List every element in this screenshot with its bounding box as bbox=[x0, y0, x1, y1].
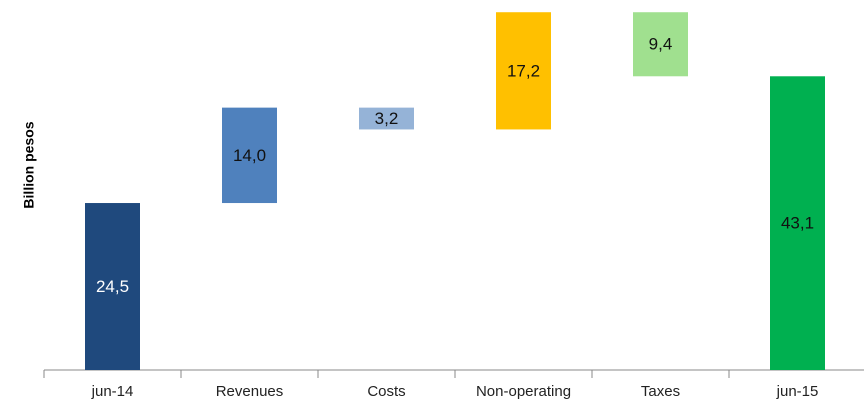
x-tick-label: jun-14 bbox=[91, 383, 134, 400]
value-label: 3,2 bbox=[375, 109, 399, 128]
bar bbox=[770, 76, 825, 370]
x-tick-label: jun-15 bbox=[776, 383, 819, 400]
value-label: 9,4 bbox=[649, 35, 673, 54]
bar bbox=[85, 203, 140, 370]
x-tick-label: Taxes bbox=[641, 383, 680, 400]
x-tick-label: Revenues bbox=[216, 383, 284, 400]
bar bbox=[222, 107, 277, 204]
y-axis-label: Billion pesos bbox=[21, 121, 37, 208]
x-tick-label: Non-operating bbox=[476, 383, 571, 400]
value-label: 43,1 bbox=[781, 214, 814, 233]
x-tick-label: Costs bbox=[367, 383, 405, 400]
value-label: 24,5 bbox=[96, 277, 129, 296]
bar bbox=[496, 12, 551, 130]
bar bbox=[633, 12, 688, 77]
value-label: 14,0 bbox=[233, 146, 266, 165]
bar bbox=[359, 107, 414, 130]
value-label: 17,2 bbox=[507, 61, 540, 80]
